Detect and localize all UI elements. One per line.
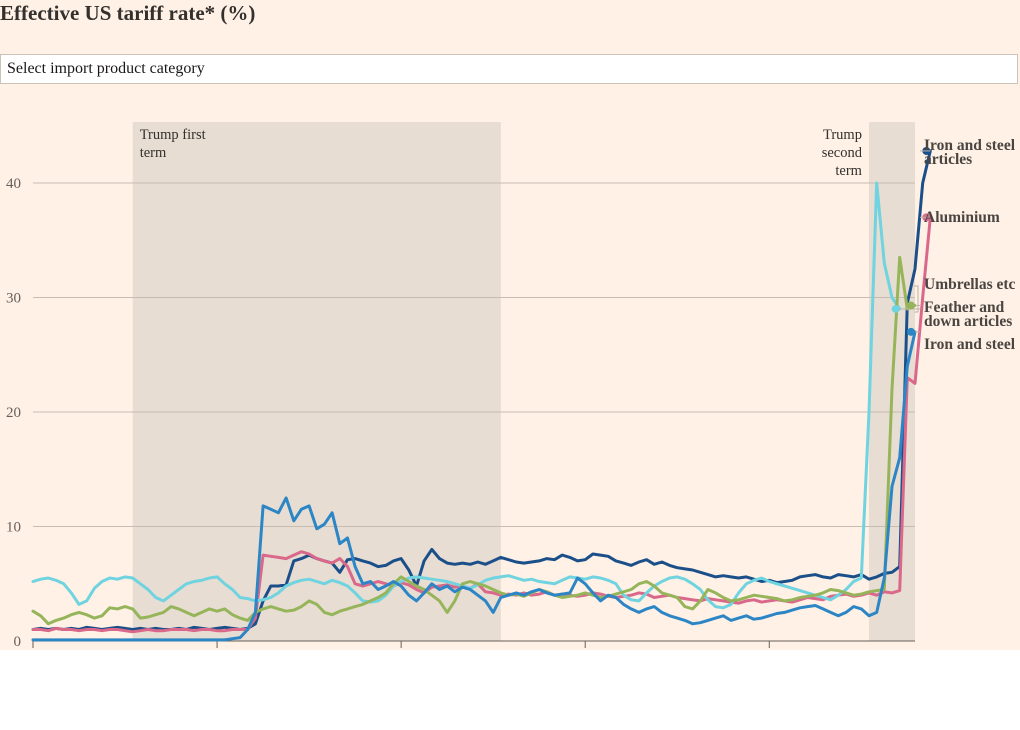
shaded-period-label: term [140,145,167,161]
y-tick-label: 0 [14,634,22,650]
dropdown-label: Select import product category [7,60,205,77]
shaded-period-label: Trump first [140,127,206,143]
end-label-aluminium: Aluminium [924,209,1000,226]
end-labels: Iron and steelarticlesAluminiumUmbrellas… [891,137,1016,353]
end-dot-iron-and-steel [907,327,915,336]
label-bracket [914,285,919,313]
chart-card: Effective US tariff rate* (%) Select imp… [0,0,1020,650]
shaded-period-label: second [822,145,863,161]
end-label-feather-and-down-articles: down articles [924,313,1012,330]
end-label-iron-and-steel-articles: Iron and steel [924,137,1016,154]
series-line-feather-and-down-articles [31,255,917,626]
y-tick-label: 40 [6,176,21,192]
grid-lines: 0 10 20 30 40 [6,176,915,650]
product-category-dropdown[interactable]: Select import product category [0,54,1018,84]
shaded-periods: Trump first term Trump second term [132,122,915,641]
series-lines [31,149,932,642]
y-tick-label: 10 [6,520,21,536]
shaded-period-1 [132,122,501,641]
y-tick-label: 30 [6,291,21,307]
chart-title: Effective US tariff rate* (%) [0,1,256,25]
end-dot-umbrellas-etc [891,304,900,313]
end-label-umbrellas-etc: Umbrellas etc [924,276,1016,293]
tariff-line-chart: Trump first term Trump second term 0 10 20 30 40… [6,122,1016,650]
end-label-feather-and-down-articles: Feather and [924,299,1005,316]
y-tick-label: 20 [6,405,21,421]
end-label-iron-and-steel-articles: articles [924,151,972,168]
end-label-iron-and-steel: Iron and steel [924,336,1016,353]
end-dot-feather-and-down-articles [907,301,915,310]
x-axis [32,641,770,648]
series-line-iron-and-steel [31,330,917,642]
shaded-period-label: term [835,163,862,179]
shaded-period-label: Trump [823,127,862,143]
